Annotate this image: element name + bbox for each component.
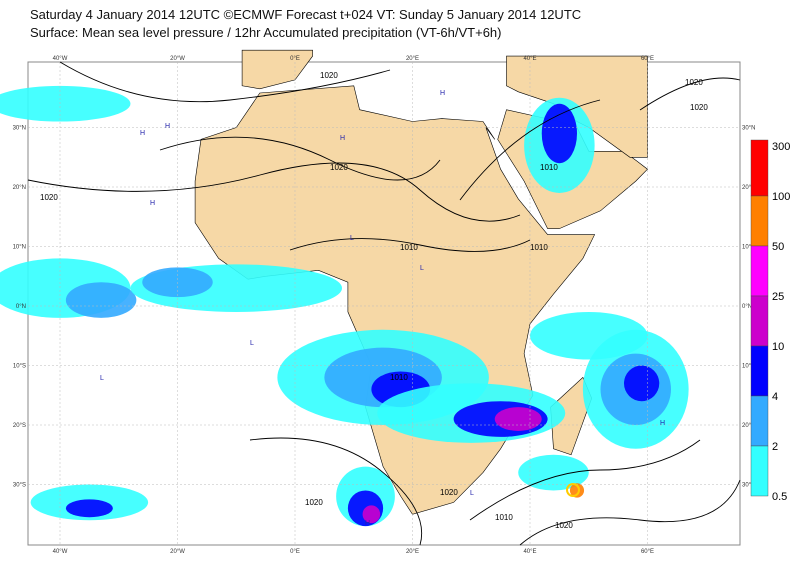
isobar-label: 1020 <box>330 163 348 172</box>
low-centre <box>566 483 580 497</box>
precip-area <box>494 407 542 431</box>
pressure-centre: H <box>440 90 445 97</box>
isobars: 1020 1020 1020 1020 1010 1010 1010 1010 1020 1020… <box>27 61 741 546</box>
precip-area <box>569 483 585 498</box>
pressure-centre: L <box>420 265 424 272</box>
precip-area <box>518 454 589 491</box>
colorbar-label: 10 <box>772 341 784 353</box>
lat-label: 30°N <box>742 126 755 132</box>
precip-area <box>65 499 113 518</box>
isobar-label: 1020 <box>320 71 338 80</box>
lon-label: 60°E <box>641 56 654 62</box>
lat-label: 30°N <box>13 126 26 132</box>
pressure-centre: H <box>150 200 155 207</box>
precip-area <box>541 103 577 164</box>
lon-label: 20°E <box>406 56 419 62</box>
lat-label: 0°N <box>16 304 26 310</box>
isobar <box>639 77 741 111</box>
colorbar-label: 0.5 <box>772 491 787 503</box>
colorbar-label: 100 <box>772 191 790 203</box>
lon-label: 60°E <box>641 549 654 555</box>
subtitle: Surface: Mean sea level pressure / 12hr … <box>30 25 502 40</box>
lon-label: 40°W <box>53 56 68 62</box>
isobar-label: 1020 <box>685 78 703 87</box>
colorbar-label: 4 <box>772 391 778 403</box>
pressure-centre: H <box>165 123 170 130</box>
isobar-label: 1020 <box>555 521 573 530</box>
lon-label: 40°E <box>523 549 536 555</box>
lat-label: 30°S <box>742 483 755 489</box>
isobar-label: 1010 <box>400 243 418 252</box>
lat-label: 0°N <box>742 304 752 310</box>
lon-label: 0°E <box>290 549 300 555</box>
isobar-label: 1010 <box>540 163 558 172</box>
isobar <box>459 99 601 201</box>
isobar <box>59 61 391 103</box>
lat-label: 10°N <box>742 245 755 251</box>
graticule: 40°W 40°W 20°W 20°W 0°E 0°E 20°E 20°E 40°E 40°E 60… <box>13 56 756 555</box>
lat-label: 20°N <box>13 185 26 191</box>
colorbar-label: 25 <box>772 291 784 303</box>
lon-label: 20°E <box>406 549 419 555</box>
lat-label: 10°S <box>13 364 26 370</box>
precip-area <box>0 85 131 122</box>
precip-area <box>362 505 381 524</box>
colorbar: 300 100 50 25 10 4 2 0.5 <box>750 139 790 503</box>
precip-area <box>530 311 648 360</box>
isobar <box>249 437 423 546</box>
pressure-centre: H <box>140 130 145 137</box>
lat-label: 20°N <box>742 185 755 191</box>
lat-label: 20°S <box>13 423 26 429</box>
isobar <box>519 479 741 546</box>
precip-area <box>65 282 137 318</box>
pressure-centre: H <box>660 420 665 427</box>
isobar <box>289 238 531 252</box>
isobar <box>159 136 441 181</box>
pressure-centre: L <box>250 340 254 347</box>
isobar <box>27 162 521 222</box>
colorbar-band <box>750 245 769 297</box>
isobar-label: 1010 <box>390 373 408 382</box>
isobar <box>469 439 701 521</box>
colorbar-band <box>750 195 769 247</box>
colorbar-label: 2 <box>772 441 778 453</box>
precip-area <box>624 365 660 402</box>
lon-label: 0°E <box>290 56 300 62</box>
isobar-label: 1010 <box>530 243 548 252</box>
colorbar-label: 300 <box>772 141 790 153</box>
colorbar-band <box>750 295 769 347</box>
colorbar-label: 50 <box>772 241 784 253</box>
isobar-label: 1020 <box>690 103 708 112</box>
pressure-centre: H <box>340 135 345 142</box>
lon-label: 20°W <box>170 56 185 62</box>
pressure-centre: L <box>350 235 354 242</box>
pressure-centre: L <box>100 375 104 382</box>
isobar-label: 1010 <box>495 513 513 522</box>
precipitation <box>0 85 689 527</box>
pressure-centre: L <box>470 490 474 497</box>
lon-label: 40°E <box>523 56 536 62</box>
lat-label: 30°S <box>13 483 26 489</box>
title: Saturday 4 January 2014 12UTC ©ECMWF For… <box>30 7 581 22</box>
lon-label: 40°W <box>53 549 68 555</box>
isobar-label: 1020 <box>440 488 458 497</box>
colorbar-band <box>750 445 769 497</box>
isobar-label: 1020 <box>40 193 58 202</box>
colorbar-band <box>750 345 769 397</box>
lat-label: 20°S <box>742 423 755 429</box>
colorbar-band <box>750 395 769 447</box>
lat-label: 10°N <box>13 245 26 251</box>
lon-label: 20°W <box>170 549 185 555</box>
isobar-label: 1020 <box>305 498 323 507</box>
lat-label: 10°S <box>742 364 755 370</box>
colorbar-band <box>750 139 769 197</box>
pressure-centre: H <box>365 520 370 527</box>
